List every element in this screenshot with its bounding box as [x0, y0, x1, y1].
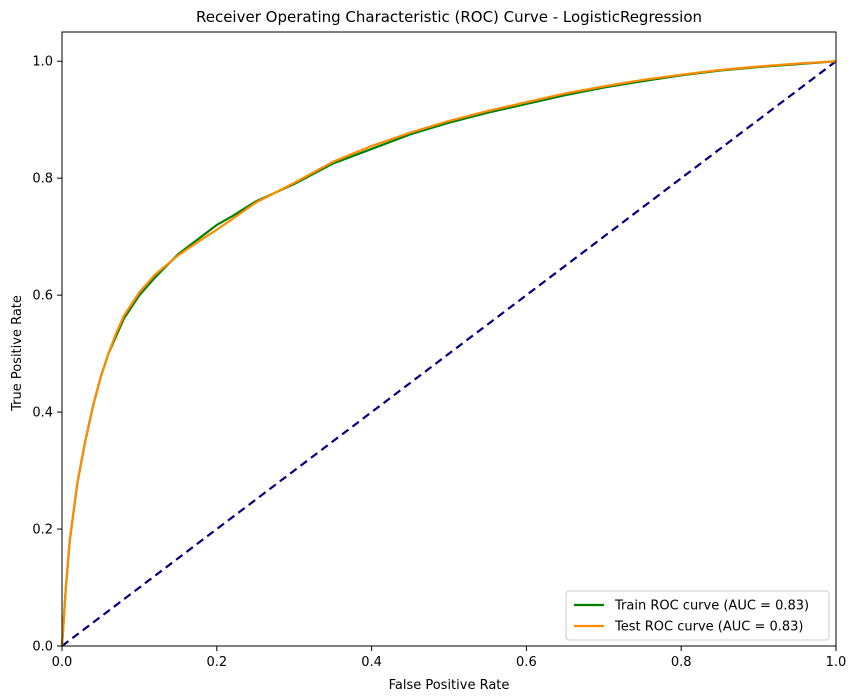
legend-train-label: Train ROC curve (AUC = 0.83) [614, 599, 809, 614]
x-axis-ticks: 0.0 0.2 0.4 0.6 0.8 1.0 [52, 646, 847, 670]
x-tick-label: 0.8 [671, 655, 692, 670]
legend: Train ROC curve (AUC = 0.83) Test ROC cur… [565, 590, 830, 641]
legend-box [565, 590, 830, 641]
y-tick-label: 0.6 [32, 289, 53, 304]
x-tick-label: 0.4 [361, 655, 382, 670]
y-tick-label: 0.4 [32, 406, 53, 421]
axes-frame [61, 31, 837, 647]
y-axis-label: True Positive Rate [10, 295, 25, 412]
x-axis-label: False Positive Rate [389, 678, 510, 693]
y-tick-label: 0.2 [32, 523, 53, 538]
test-roc-line [60, 60, 837, 647]
legend-test-label: Test ROC curve (AUC = 0.83) [614, 620, 804, 635]
x-tick-label: 1.0 [826, 655, 847, 670]
y-tick-label: 0.8 [32, 172, 53, 187]
x-tick-label: 0.0 [52, 655, 73, 670]
x-tick-label: 0.2 [206, 655, 227, 670]
y-axis-ticks: 0.0 0.2 0.4 0.6 0.8 1.0 [32, 55, 62, 655]
x-tick-label: 0.6 [516, 655, 537, 670]
plot-area [60, 31, 837, 647]
chance-diagonal-line [61, 60, 837, 647]
y-tick-label: 0.0 [32, 640, 53, 655]
chart-title: Receiver Operating Characteristic (ROC) … [196, 8, 702, 26]
y-tick-label: 1.0 [32, 55, 53, 70]
